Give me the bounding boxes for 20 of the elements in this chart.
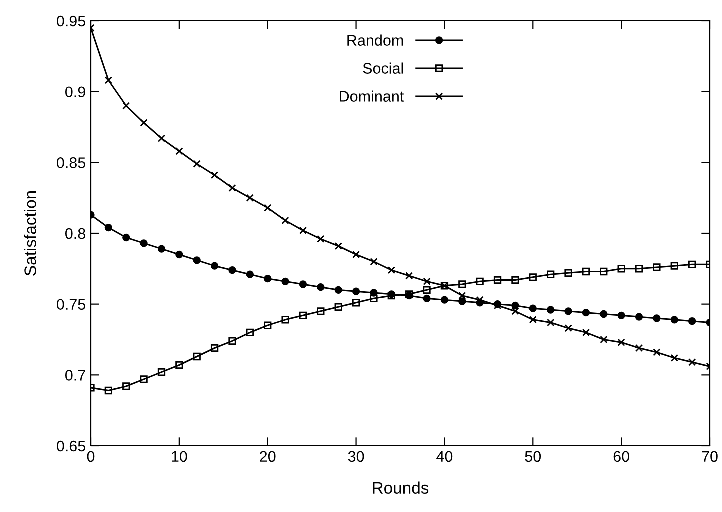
y-tick-label: 0.7 <box>66 370 86 381</box>
y-tick-label: 0.65 <box>57 440 86 452</box>
y-tick-label: 0.75 <box>57 299 86 310</box>
x-tick-label: 20 <box>260 451 276 462</box>
legend-label: Dominant <box>340 90 404 102</box>
y-tick-label: 0.95 <box>57 16 86 27</box>
x-tick-label: 40 <box>436 451 453 462</box>
x-axis-title: Rounds <box>373 482 429 494</box>
y-tick-label: 0.8 <box>66 228 86 240</box>
y-tick-label: 0.85 <box>57 158 86 168</box>
x-tick-label: 30 <box>348 451 364 462</box>
x-tick-label: 70 <box>702 451 718 462</box>
legend-label: Social <box>363 62 404 74</box>
y-tick-label: 0.9 <box>66 86 86 98</box>
y-axis-title: Satisfaction <box>24 192 36 276</box>
legend-label: Random <box>348 34 404 46</box>
x-tick-label: 50 <box>525 451 542 462</box>
x-tick-label: 10 <box>172 451 188 462</box>
x-tick-label: 60 <box>614 451 630 462</box>
x-tick-label: 0 <box>87 451 95 462</box>
